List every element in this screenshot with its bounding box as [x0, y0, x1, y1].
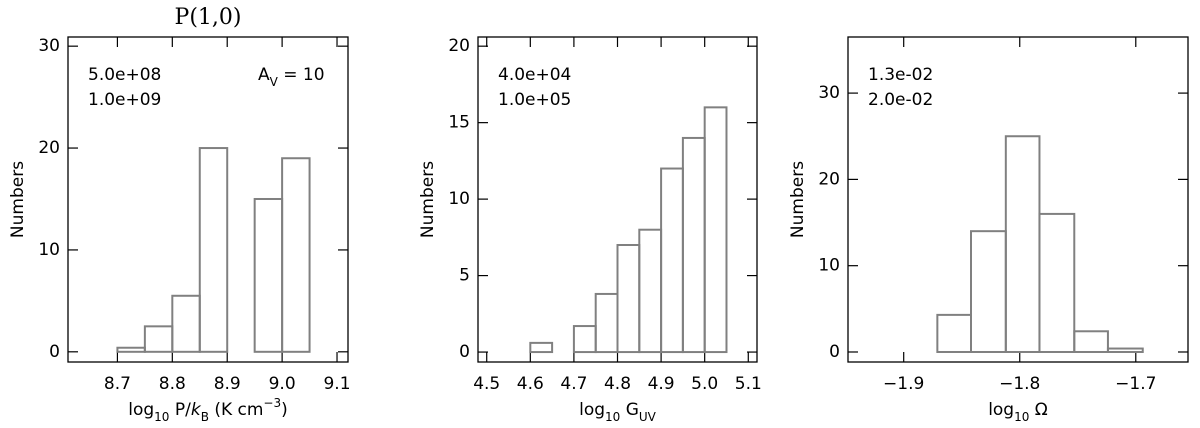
- x-axis-label: log10 GUV: [579, 400, 657, 424]
- label-part: k: [191, 400, 202, 420]
- label-part: B: [201, 410, 209, 424]
- histogram-bar: [1004, 135, 1041, 353]
- y-tick-label: 10: [38, 240, 60, 260]
- label-part: = 10: [278, 65, 325, 85]
- y-tick-label: 20: [448, 36, 470, 56]
- histogram-bar: [281, 157, 311, 353]
- x-tick-label: −1.8: [999, 374, 1040, 394]
- label-part: 10: [154, 410, 169, 424]
- y-tick-label: 5: [459, 266, 470, 286]
- x-tick-label: 9.1: [323, 374, 350, 394]
- x-tick-label: 5.1: [735, 374, 762, 394]
- label-part: −3: [263, 396, 281, 410]
- histogram-bar: [936, 313, 973, 353]
- x-tick-label: 8.9: [214, 374, 241, 394]
- annotation: 5.0e+08: [88, 65, 161, 85]
- histogram-bar: [638, 228, 663, 354]
- histogram-bar: [253, 197, 284, 353]
- y-tick-label: 30: [38, 36, 60, 56]
- y-tick-label: 0: [459, 342, 470, 362]
- y-tick-label: 20: [818, 169, 840, 189]
- label-part: UV: [639, 410, 657, 424]
- label-part: (K cm: [209, 400, 264, 420]
- chart-title: P(1,0): [175, 5, 242, 30]
- y-tick-label: 0: [49, 342, 60, 362]
- histogram-bar: [970, 230, 1007, 353]
- histogram-bar: [143, 325, 174, 353]
- histogram-bar: [171, 294, 201, 353]
- histogram-bar: [198, 147, 229, 353]
- x-tick-label: 4.7: [560, 374, 587, 394]
- histogram-bar: [660, 167, 684, 354]
- histogram-bar: [529, 341, 554, 354]
- label-part: log: [988, 400, 1014, 420]
- y-axis-label: Numbers: [418, 161, 438, 238]
- y-tick-label: 15: [448, 113, 470, 133]
- annotation: 1.3e-02: [868, 65, 933, 85]
- x-tick-label: 8.8: [159, 374, 186, 394]
- annotation: 1.0e+05: [498, 90, 571, 110]
- plot-frame: [67, 36, 349, 363]
- label-part: G: [620, 400, 639, 420]
- label-part: A: [258, 65, 270, 85]
- histogram-bar: [681, 136, 706, 354]
- y-tick-label: 10: [818, 256, 840, 276]
- x-tick-label: −1.7: [1115, 374, 1156, 394]
- histogram-bar: [1106, 347, 1144, 353]
- x-tick-label: −1.9: [883, 374, 924, 394]
- histogram-bar: [703, 106, 728, 354]
- label-part: log: [579, 400, 605, 420]
- histogram-bar: [572, 325, 597, 354]
- label-part: log: [128, 400, 154, 420]
- annotation: 2.0e-02: [868, 90, 933, 110]
- histogram-bar: [594, 292, 619, 354]
- annotation: AV = 10: [258, 65, 325, 89]
- histogram-bar: [616, 244, 641, 354]
- histogram-bar: [116, 346, 146, 353]
- x-tick-label: 4.8: [604, 374, 631, 394]
- label-part: P/: [169, 400, 191, 420]
- y-axis-label: Numbers: [788, 161, 808, 238]
- x-tick-label: 4.6: [517, 374, 544, 394]
- x-tick-label: 4.9: [648, 374, 675, 394]
- annotation: 1.0e+09: [88, 90, 161, 110]
- plot-frame: [847, 36, 1189, 363]
- y-tick-label: 10: [448, 189, 470, 209]
- y-axis-label: Numbers: [8, 161, 28, 238]
- label-part: 10: [605, 410, 620, 424]
- label-part: ): [281, 400, 288, 420]
- x-tick-label: 4.5: [473, 374, 500, 394]
- x-axis-label: log10 Ω: [988, 400, 1048, 424]
- label-part: Ω: [1029, 400, 1047, 420]
- histogram-bar: [1038, 212, 1076, 353]
- y-tick-label: 0: [829, 342, 840, 362]
- x-tick-label: 5.0: [691, 374, 718, 394]
- x-tick-label: 9.0: [269, 374, 296, 394]
- x-axis-label: log10 P/kB (K cm−3): [128, 396, 288, 424]
- x-tick-label: 8.7: [104, 374, 131, 394]
- label-part: 10: [1014, 410, 1029, 424]
- y-tick-label: 20: [38, 138, 60, 158]
- histogram-bar: [1073, 330, 1109, 353]
- annotation: 4.0e+04: [498, 65, 571, 85]
- y-tick-label: 30: [818, 83, 840, 103]
- label-part: V: [270, 75, 279, 89]
